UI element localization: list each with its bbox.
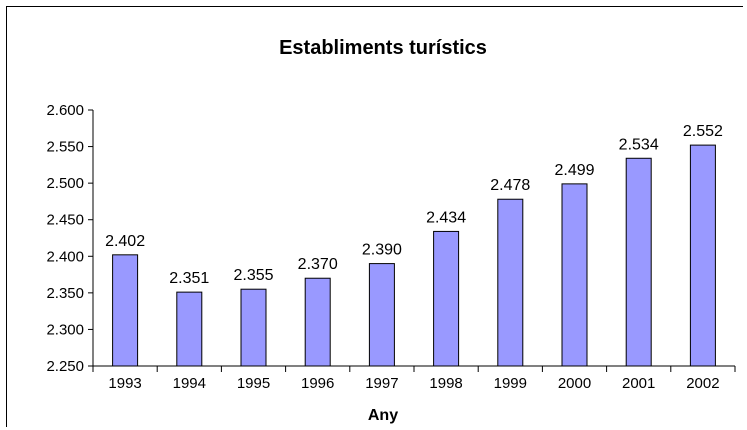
x-tick-label: 1994 <box>173 375 206 392</box>
data-label: 2.434 <box>426 209 466 226</box>
bar <box>689 144 716 367</box>
y-tick-label: 2.250 <box>46 358 84 375</box>
data-label: 2.552 <box>683 123 723 140</box>
x-tick-label: 1996 <box>301 375 334 392</box>
bar <box>561 183 588 367</box>
bar <box>433 230 460 367</box>
y-tick-label: 2.600 <box>46 102 84 119</box>
bar <box>304 277 331 367</box>
y-tick-label: 2.450 <box>46 212 84 229</box>
bar <box>625 157 652 367</box>
bar <box>112 254 139 367</box>
data-label: 2.351 <box>169 270 209 287</box>
data-label: 2.534 <box>619 136 659 153</box>
y-tick-label: 2.550 <box>46 139 84 156</box>
chart-title: Establiments turístics <box>279 37 487 59</box>
plot-area: 2.250 2.300 2.350 2.400 2.450 2.500 2.550 2.600… <box>46 102 736 392</box>
x-tick-label: 1993 <box>108 375 141 392</box>
bar <box>368 263 395 367</box>
y-tick-label: 2.500 <box>46 175 84 192</box>
x-tick-label: 2002 <box>686 375 719 392</box>
y-tick-label: 2.400 <box>46 248 84 265</box>
data-label: 2.390 <box>362 242 402 259</box>
y-tick-label: 2.350 <box>46 285 84 302</box>
data-label: 2.355 <box>233 267 273 284</box>
x-axis-label: Any <box>368 407 398 424</box>
bar <box>176 291 203 367</box>
y-tick-label: 2.300 <box>46 321 84 338</box>
bar <box>240 288 267 367</box>
data-label: 2.402 <box>105 233 145 250</box>
x-tick-label: 1997 <box>365 375 398 392</box>
x-tick-label: 1998 <box>429 375 462 392</box>
x-tick-label: 1999 <box>494 375 527 392</box>
x-tick-label: 1995 <box>237 375 270 392</box>
data-label: 2.499 <box>554 162 594 179</box>
data-label: 2.370 <box>298 256 338 273</box>
x-tick-label: 2001 <box>622 375 655 392</box>
data-label: 2.478 <box>490 177 530 194</box>
bar <box>497 198 524 367</box>
x-tick-label: 2000 <box>558 375 591 392</box>
